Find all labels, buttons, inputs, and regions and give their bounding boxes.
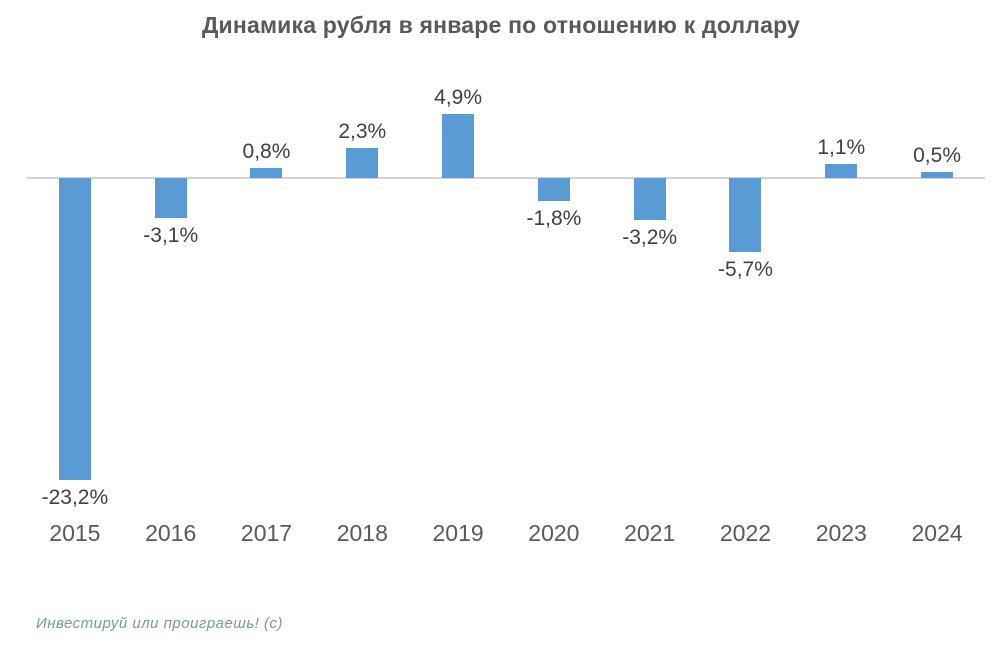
x-axis-line — [27, 177, 985, 179]
value-label-2022: -5,7% — [718, 258, 773, 282]
bar-2017 — [250, 167, 283, 178]
bar-column-2016: -3,1% — [123, 60, 219, 518]
bar-column-2021: -3,2% — [602, 60, 698, 518]
bar-2020 — [537, 178, 570, 202]
bar-column-2023: 1,1% — [793, 60, 889, 518]
bar-2023 — [825, 163, 858, 178]
value-label-2020: -1,8% — [526, 207, 582, 231]
bar-2015 — [58, 178, 91, 480]
value-label-2019: 4,9% — [434, 86, 483, 110]
x-tick-2015: 2015 — [49, 520, 101, 546]
bar-column-2018: 2,3% — [314, 60, 410, 518]
bar-column-2022: -5,7% — [698, 60, 794, 518]
bar-2021 — [633, 178, 666, 220]
bar-2019 — [442, 114, 475, 178]
value-label-2023: 1,1% — [817, 135, 866, 159]
x-tick-2017: 2017 — [240, 520, 293, 546]
value-label-2018: 2,3% — [338, 120, 387, 144]
watermark-text: Инвестируй или проиграешь! (с) — [36, 615, 284, 632]
x-tick-2023: 2023 — [815, 520, 867, 546]
plot-area: -23,2% -3,1% 0,8% 2,3% 4,9% -1,8% -3,2% -5,7% 1,… — [27, 60, 985, 518]
x-tick-2024: 2024 — [911, 520, 963, 546]
bar-column-2015: -23,2% — [27, 60, 123, 518]
bar-2016 — [154, 178, 187, 219]
x-tick-2020: 2020 — [528, 520, 580, 546]
x-tick-2021: 2021 — [624, 520, 676, 546]
value-label-2021: -3,2% — [622, 225, 678, 249]
bar-columns: -23,2% -3,1% 0,8% 2,3% 4,9% -1,8% -3,2% -5,7% 1,… — [27, 60, 985, 518]
x-tick-2018: 2018 — [336, 520, 388, 546]
bar-column-2019: 4,9% — [410, 60, 506, 518]
x-tick-2022: 2022 — [719, 520, 772, 546]
bar-2022 — [729, 178, 762, 253]
value-label-2017: 0,8% — [242, 139, 291, 163]
bar-column-2017: 0,8% — [219, 60, 315, 518]
value-label-2015: -23,2% — [41, 485, 109, 509]
bar-2024 — [921, 171, 954, 178]
chart-title: Динамика рубля в январе по отношению к д… — [201, 12, 801, 38]
value-label-2024: 0,5% — [913, 143, 961, 167]
bar-column-2024: 0,5% — [889, 60, 985, 518]
x-axis-labels: 2015 2016 2017 2018 2019 2020 2021 2022 2023 2024 — [27, 520, 985, 547]
bar-column-2020: -1,8% — [506, 60, 602, 518]
value-label-2016: -3,1% — [143, 224, 199, 248]
x-tick-2019: 2019 — [432, 520, 484, 546]
bar-2018 — [346, 148, 379, 178]
x-tick-2016: 2016 — [145, 520, 197, 546]
